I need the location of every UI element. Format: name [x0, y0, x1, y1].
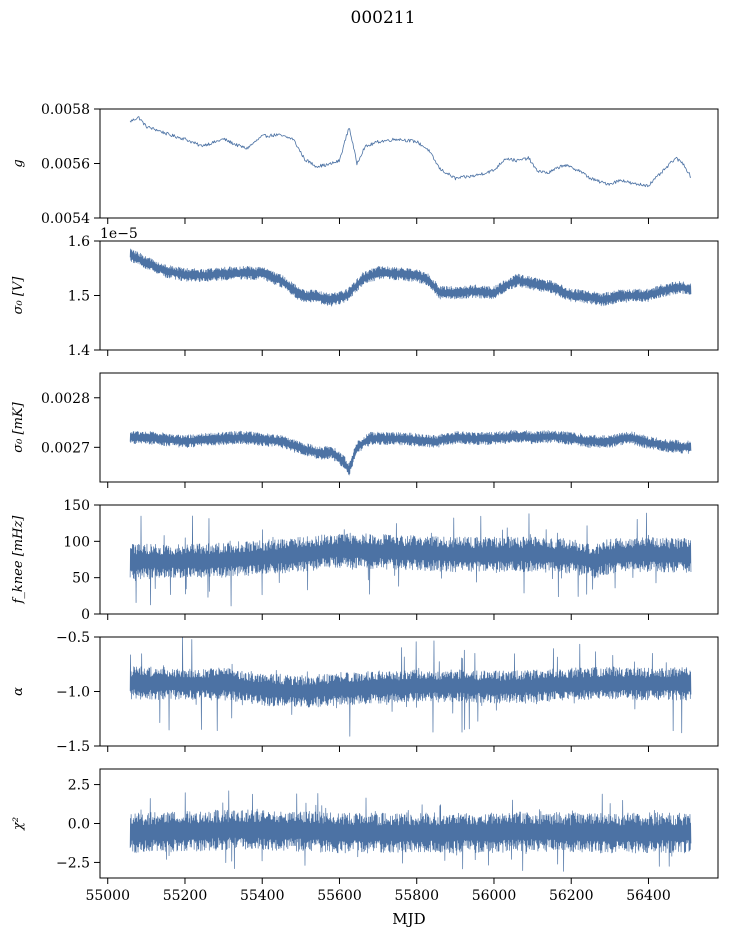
panel-sigma0v: 1.4 1.5 1.6 1e−5 σ₀ [V] [11, 226, 719, 359]
x-tick-label-5: 56000 [472, 888, 517, 904]
x-tick-label-0: 55000 [85, 888, 130, 904]
chart-title: 000211 [351, 8, 416, 28]
series-line-g [129, 116, 692, 188]
y-axis-label-chi2: χ² [11, 817, 26, 831]
x-tick-label-2: 55400 [240, 888, 285, 904]
panel-alpha: −1.5 −1.0 −0.5 α [11, 630, 719, 755]
y-axis-label-sigma0mk: σ₀ [mK] [11, 401, 26, 452]
y-tick-label-sigma0v-2: 1.6 [68, 234, 90, 250]
y-tick-label-g-2: 0.0058 [41, 102, 90, 118]
y-axis-label-fknee: f_knee [mHz] [11, 515, 26, 605]
series-line-fknee [129, 512, 692, 607]
y-tick-label-sigma0mk-1: 0.0028 [41, 391, 90, 407]
y-tick-label-alpha-1: −1.0 [56, 685, 90, 701]
panel-fknee: 0 50 100 150 f_knee [mHz] [11, 498, 719, 623]
x-tick-label-7: 56400 [626, 888, 671, 904]
series-line-sigma0mk [129, 429, 692, 476]
x-tick-label-3: 55600 [317, 888, 362, 904]
axes-frame-sigma0mk [99, 372, 719, 483]
y-tick-label-chi2-1: 0.0 [68, 817, 90, 833]
panels-group: 0.0054 0.0056 0.0058 g 1.4 1.5 1.6 1e−5 σ₀ [V] 0.… [11, 102, 719, 904]
y-tick-label-sigma0v-1: 1.5 [68, 289, 90, 305]
y-tick-label-fknee-0: 0 [81, 607, 90, 623]
y-tick-label-fknee-3: 150 [63, 498, 90, 514]
x-axis-label: MJD [392, 910, 425, 928]
axes-frame-fknee [99, 504, 719, 615]
series-line-sigma0v [129, 248, 692, 307]
y-tick-label-alpha-0: −1.5 [56, 739, 90, 755]
panel-g: 0.0054 0.0056 0.0058 g [11, 102, 719, 227]
panel-chi2: −2.5 0.0 2.5 55000 55200 55400 55600 55800 56000… [11, 768, 719, 904]
y-tick-label-sigma0v-0: 1.4 [68, 343, 90, 359]
y-axis-label-g: g [11, 159, 26, 167]
x-tick-label-4: 55800 [394, 888, 439, 904]
y-axis-label-sigma0v: σ₀ [V] [11, 276, 26, 315]
y-tick-label-sigma0mk-0: 0.0027 [41, 440, 90, 456]
series-line-alpha [129, 637, 692, 737]
series-line-chi2 [129, 790, 692, 872]
y-tick-label-fknee-2: 100 [63, 534, 90, 550]
y-axis-label-alpha: α [11, 687, 26, 696]
panel-sigma0mk: 0.0027 0.0028 σ₀ [mK] [11, 372, 719, 488]
x-tick-label-6: 56200 [549, 888, 594, 904]
axes-frame-g [99, 108, 719, 219]
y-tick-label-fknee-1: 50 [72, 571, 90, 587]
y-tick-label-g-1: 0.0056 [41, 157, 90, 173]
y-tick-label-g-0: 0.0054 [41, 211, 90, 227]
y-tick-label-chi2-2: 2.5 [68, 778, 90, 794]
x-tick-label-1: 55200 [163, 888, 208, 904]
y-tick-label-chi2-0: −2.5 [56, 855, 90, 871]
y-tick-label-alpha-2: −0.5 [56, 630, 90, 646]
y-offset-text-sigma0v: 1e−5 [100, 226, 138, 242]
